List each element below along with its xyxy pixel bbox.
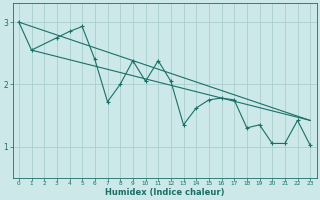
X-axis label: Humidex (Indice chaleur): Humidex (Indice chaleur) xyxy=(105,188,224,197)
